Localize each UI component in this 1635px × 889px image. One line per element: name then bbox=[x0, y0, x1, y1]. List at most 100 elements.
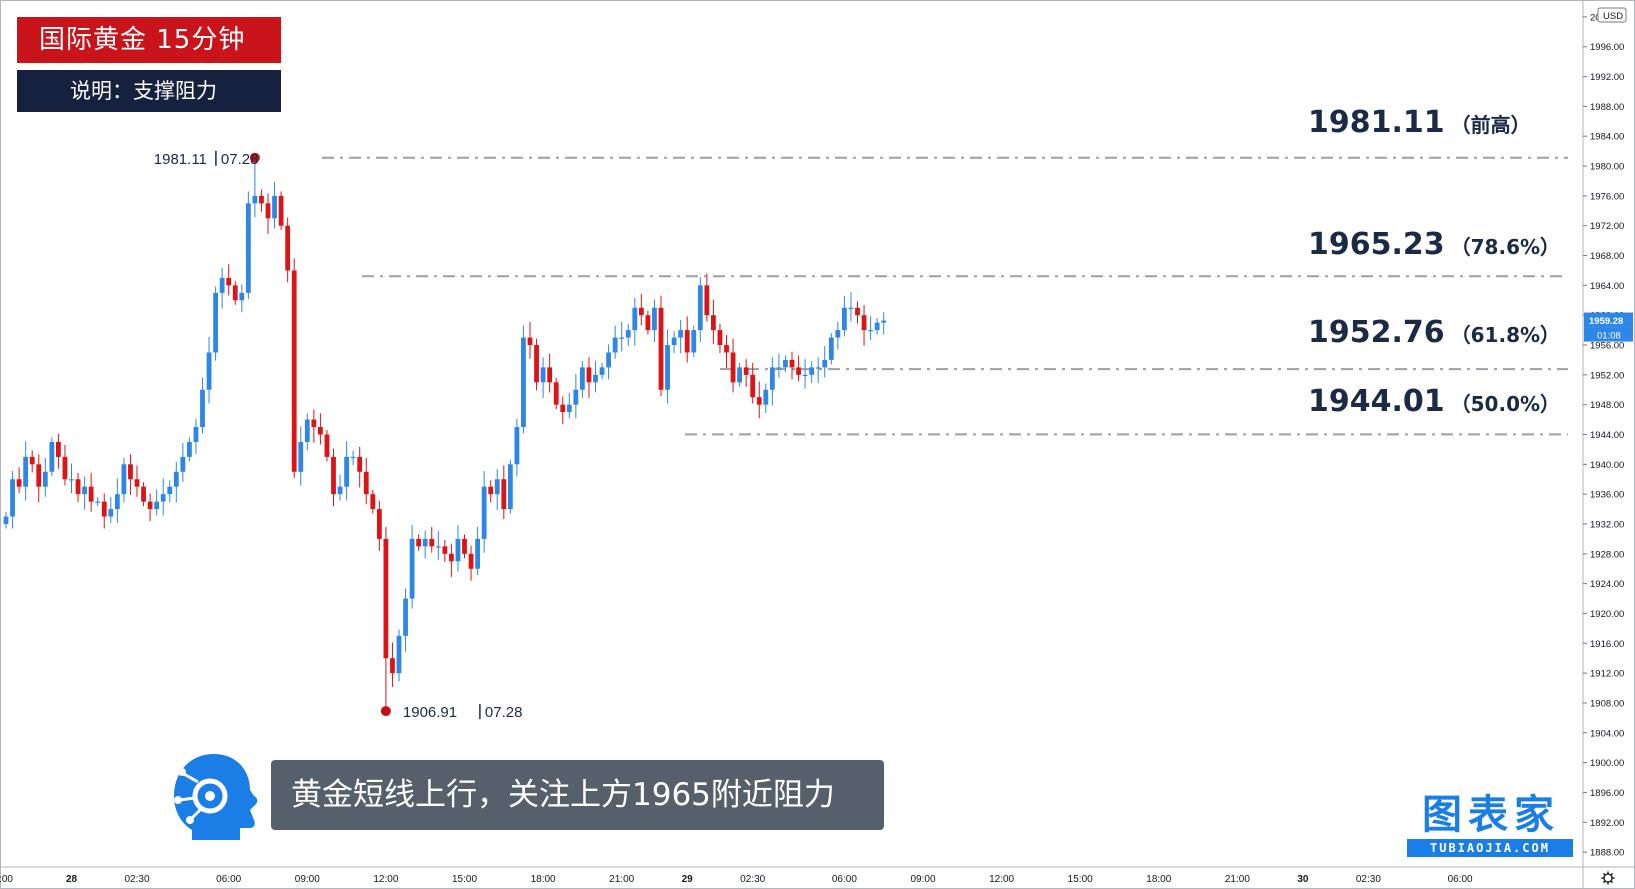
price-tick-label: 1964.00 bbox=[1590, 281, 1624, 292]
candle-body bbox=[599, 367, 605, 375]
bull-candle bbox=[573, 374, 579, 419]
price-tick-label: 1984.00 bbox=[1590, 132, 1624, 143]
bull-candle bbox=[108, 497, 114, 523]
level-label-786: 1965.23 （78.6%） bbox=[1308, 227, 1560, 262]
candle-body bbox=[730, 352, 736, 383]
high-marker: 1981.11 07.28 bbox=[154, 150, 260, 168]
bear-candle bbox=[62, 444, 68, 486]
high-marker-price: 1981.11 bbox=[154, 151, 207, 168]
bull-candle bbox=[540, 357, 546, 398]
candle-body bbox=[796, 367, 801, 375]
price-tick-label: 1892.00 bbox=[1590, 818, 1624, 829]
candle-body bbox=[206, 352, 212, 390]
bull-candle bbox=[593, 361, 598, 393]
price-tick-label: 1936.00 bbox=[1590, 490, 1624, 501]
price-tick-label: 1980.00 bbox=[1590, 162, 1624, 173]
candle-body bbox=[828, 337, 834, 360]
price-axis-ticks: 1888.00 1892.00 1896.00 1900.00 1904.00 1908.… bbox=[1583, 12, 1624, 859]
bull-candle bbox=[350, 450, 356, 466]
bear-candle bbox=[756, 381, 762, 419]
bull-candle bbox=[252, 157, 258, 218]
last-price-box bbox=[1584, 312, 1633, 328]
candle-body bbox=[612, 337, 618, 353]
bear-candle bbox=[586, 357, 592, 398]
bear-candle bbox=[547, 353, 553, 393]
candle-body bbox=[88, 486, 94, 502]
candle-body bbox=[665, 345, 670, 390]
bear-candle bbox=[527, 321, 533, 359]
candle-body bbox=[252, 195, 258, 204]
bear-candle bbox=[501, 465, 507, 520]
bull-candle bbox=[114, 478, 120, 523]
candle-body bbox=[376, 509, 382, 539]
candle-body bbox=[363, 471, 369, 495]
last-price-label: 1959.28 01:08 bbox=[1584, 312, 1633, 342]
bear-candle bbox=[750, 362, 756, 404]
candle-body bbox=[10, 479, 15, 517]
bull-candle bbox=[763, 383, 769, 413]
bull-candle bbox=[187, 437, 192, 462]
candle-body bbox=[645, 315, 651, 331]
time-tick-label: 06:00 bbox=[1448, 874, 1473, 885]
bear-candle bbox=[285, 217, 291, 283]
bull-candle bbox=[435, 530, 441, 561]
level-label-500: 1944.01 （50.0%） bbox=[1308, 384, 1560, 419]
last-price-value: 1959.28 bbox=[1589, 316, 1623, 327]
bull-candle bbox=[10, 471, 15, 529]
bear-candle bbox=[390, 642, 395, 687]
bear-candle bbox=[468, 545, 474, 581]
candle-body bbox=[475, 538, 480, 569]
price-tick-label: 1932.00 bbox=[1590, 519, 1624, 530]
bull-candle bbox=[691, 325, 697, 357]
bear-candle bbox=[861, 305, 867, 346]
candle-body bbox=[711, 315, 716, 331]
bull-candle bbox=[868, 316, 873, 341]
price-tick-label: 1988.00 bbox=[1590, 102, 1624, 113]
candle-body bbox=[671, 337, 677, 346]
candle-body bbox=[501, 479, 507, 510]
bull-candle bbox=[822, 346, 828, 378]
candle-body bbox=[141, 486, 146, 502]
candle-body bbox=[42, 471, 48, 487]
settings-gear-icon[interactable] bbox=[1601, 871, 1615, 885]
bull-candle bbox=[49, 437, 55, 477]
bear-candle bbox=[232, 280, 238, 305]
candle-body bbox=[632, 307, 638, 331]
candle-body bbox=[802, 374, 808, 377]
candle-body bbox=[383, 538, 389, 659]
countdown-box bbox=[1584, 327, 1633, 342]
candle-body bbox=[462, 538, 467, 554]
candle-body bbox=[776, 367, 782, 369]
bull-candle bbox=[121, 457, 127, 503]
bear-candle bbox=[724, 334, 729, 369]
price-tick-label: 1968.00 bbox=[1590, 251, 1624, 262]
bear-candle bbox=[101, 493, 107, 529]
bull-candle bbox=[652, 299, 657, 343]
bear-candle bbox=[645, 310, 651, 335]
candle-body bbox=[304, 419, 310, 442]
price-tick-label: 1924.00 bbox=[1590, 579, 1624, 590]
candle-body bbox=[553, 382, 559, 405]
bull-candle bbox=[599, 362, 605, 380]
bull-candle bbox=[206, 336, 212, 404]
candle-body bbox=[737, 367, 742, 383]
high-marker-dot bbox=[249, 152, 260, 163]
candle-body bbox=[822, 359, 828, 368]
candle-body bbox=[809, 367, 815, 375]
brand-name-cn: 图表家 bbox=[1422, 792, 1560, 838]
candle-body bbox=[285, 225, 291, 271]
bear-candle bbox=[638, 293, 644, 326]
bear-candle bbox=[462, 534, 467, 559]
bull-candle bbox=[337, 474, 343, 501]
gear-tooth bbox=[1610, 872, 1614, 876]
bull-candle bbox=[239, 284, 245, 313]
bear-candle bbox=[259, 189, 264, 212]
candle-body bbox=[134, 479, 140, 487]
level-label-618: 1952.76 （61.8%） bbox=[1308, 315, 1560, 350]
bull-candle bbox=[848, 292, 854, 322]
gear-ring bbox=[1603, 873, 1613, 883]
candle-body bbox=[219, 277, 225, 293]
gear-tooth bbox=[1602, 872, 1606, 876]
time-tick-label: 02:30 bbox=[124, 874, 149, 885]
